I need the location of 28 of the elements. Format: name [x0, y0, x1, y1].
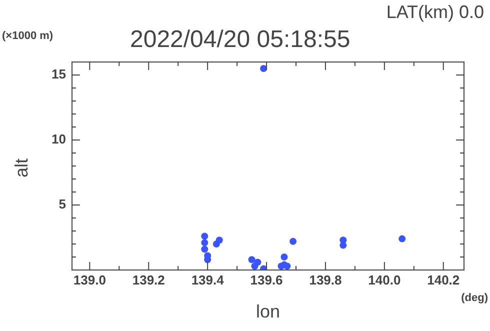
point: [284, 262, 291, 270]
point: [280, 254, 288, 260]
x-tick-label: 139.2: [132, 272, 165, 288]
x-tick-label: 140.2: [427, 272, 460, 288]
x-tick-label: 139.4: [191, 272, 225, 288]
text: (×1000 m): [2, 30, 54, 42]
point: [201, 239, 208, 246]
chart-title: 2022/04/20 05:18:55: [130, 26, 350, 54]
point: [248, 256, 256, 264]
text: (deg): [461, 292, 488, 304]
y-tick-label: 10: [52, 132, 66, 147]
y-axis-title: alt: [12, 158, 32, 178]
point: [201, 232, 208, 240]
point: [290, 238, 297, 245]
point: [201, 246, 208, 253]
text: LAT(km) 0.0: [386, 2, 484, 23]
point: [340, 236, 347, 244]
x-tick-label: 139.6: [250, 272, 283, 288]
point: [254, 258, 262, 266]
x-tick-label: 139.0: [73, 272, 106, 288]
x-tick-label: 139.8: [309, 272, 342, 288]
y-tick-label: 5: [58, 196, 66, 212]
y-tick-label: 15: [52, 66, 66, 82]
point: [260, 65, 268, 72]
x-axis-title: lon: [256, 302, 280, 322]
x-tick-label: 140.0: [368, 272, 401, 288]
point: [398, 235, 406, 242]
point: [216, 236, 223, 244]
